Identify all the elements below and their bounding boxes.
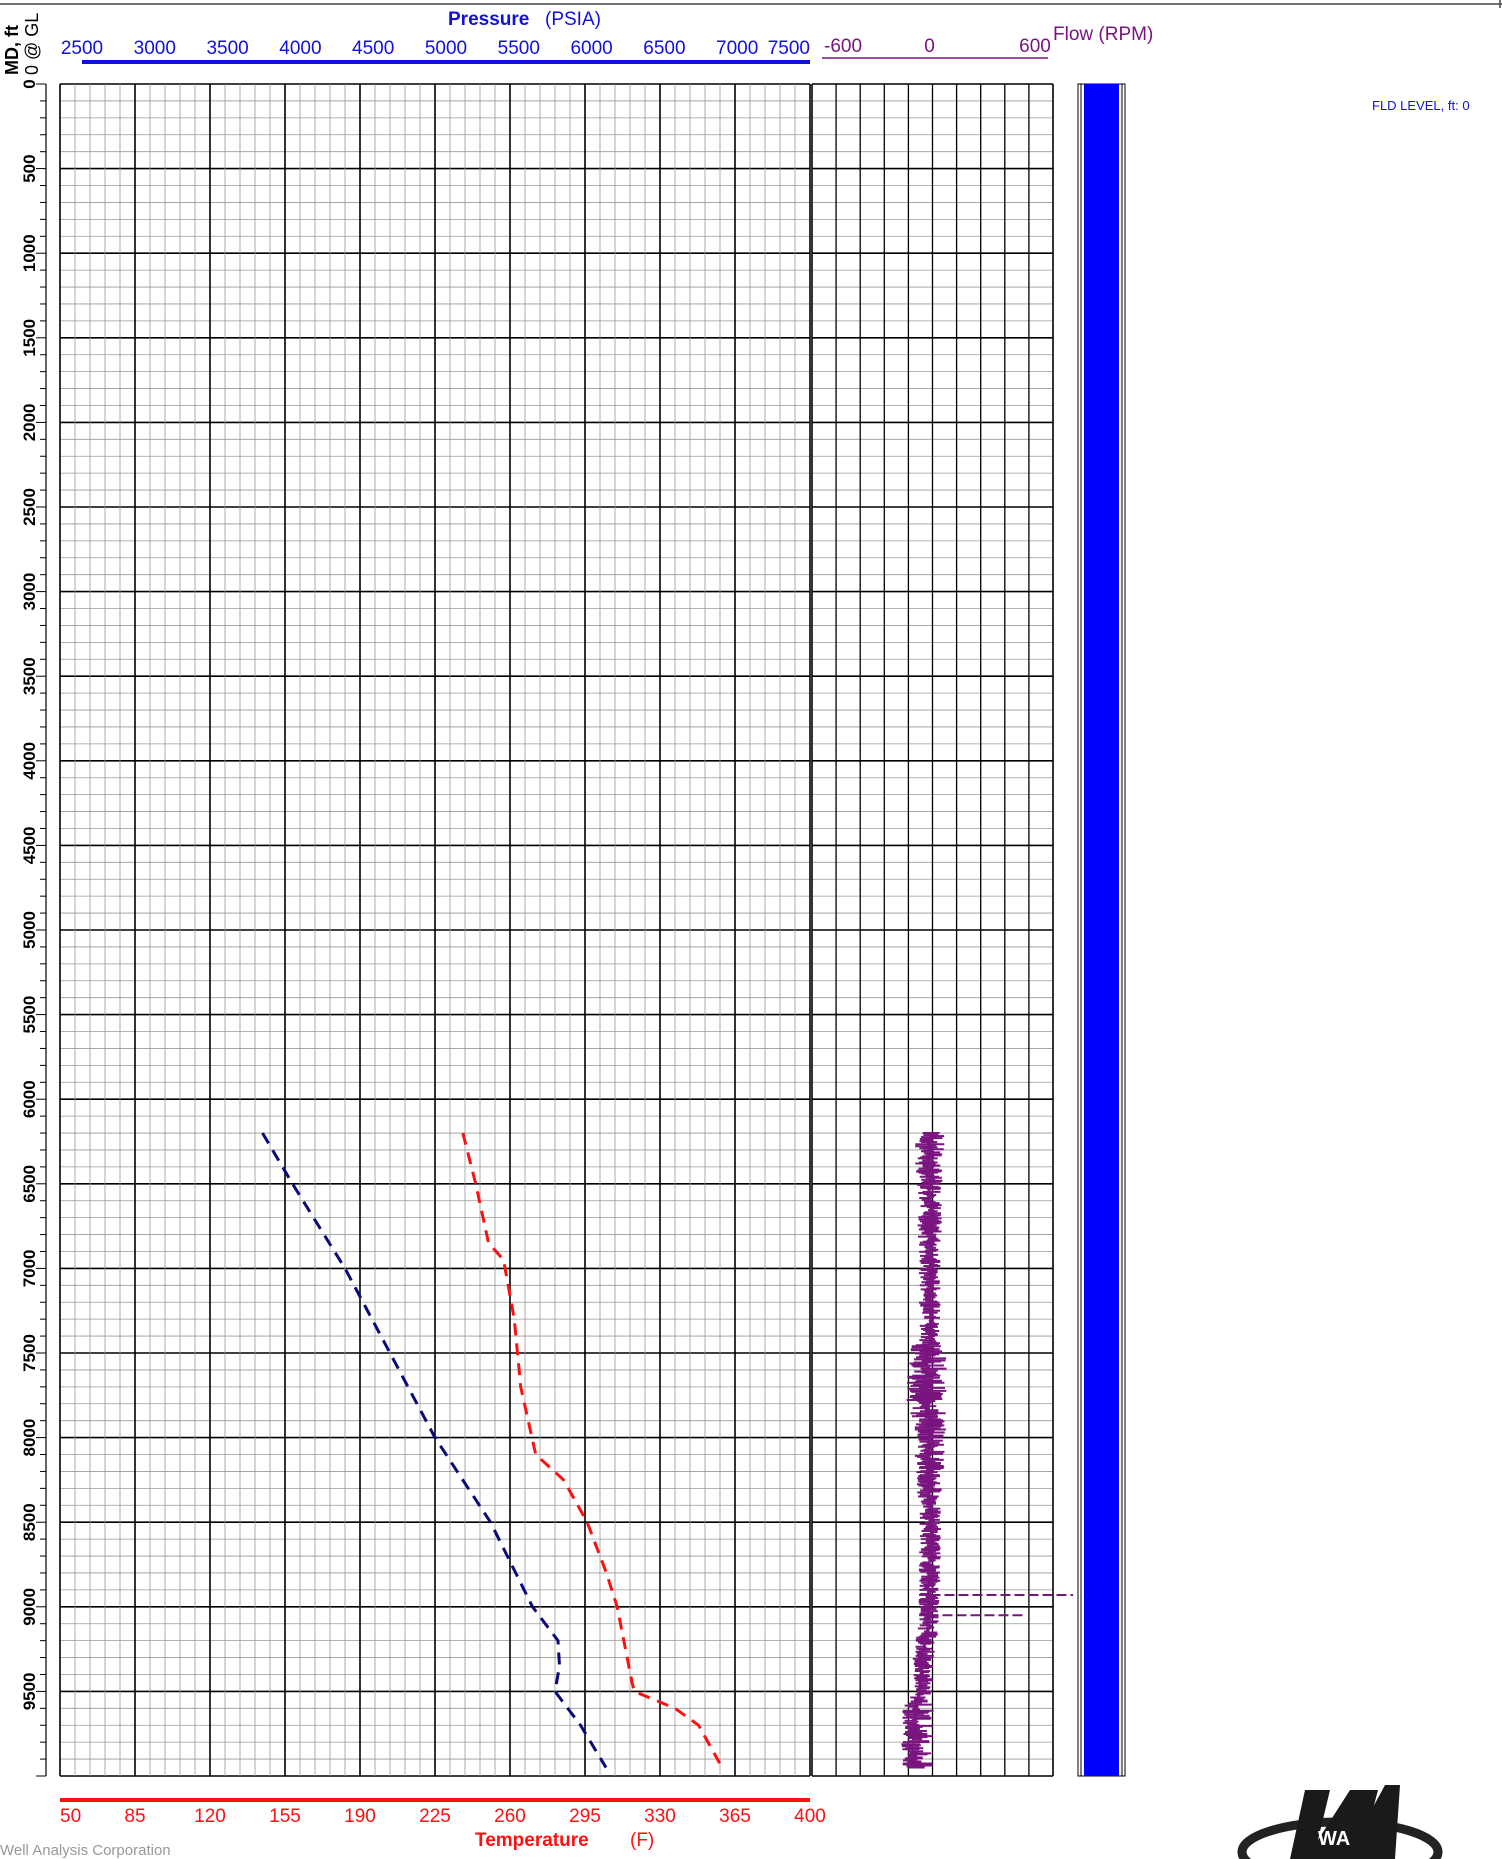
depth-tick-label: 7000 bbox=[20, 1249, 39, 1287]
company-logo: WA bbox=[1237, 1785, 1443, 1859]
depth-tick-label: 0 bbox=[20, 79, 39, 88]
footer-company: Well Analysis Corporation bbox=[0, 1842, 171, 1859]
flow-tick-label: 0 bbox=[924, 36, 935, 57]
temperature-tick-label: 225 bbox=[419, 1806, 451, 1827]
temperature-tick-label: 260 bbox=[494, 1806, 526, 1827]
flow-axis: -600 0 600 bbox=[822, 36, 1051, 59]
temperature-tick-label: 50 bbox=[60, 1806, 81, 1827]
depth-tick-label: 1000 bbox=[20, 234, 39, 272]
depth-tick-label: 8000 bbox=[20, 1419, 39, 1457]
depth-tick-label: 3500 bbox=[20, 657, 39, 695]
depth-tick-label: 9000 bbox=[20, 1588, 39, 1626]
depth-tick-label: 2500 bbox=[20, 488, 39, 526]
depth-tick-label: 500 bbox=[20, 154, 39, 182]
depth-axis-title: MD, ft bbox=[2, 25, 22, 75]
temperature-axis-title: Temperature bbox=[475, 1830, 589, 1851]
pressure-axis-unit: (PSIA) bbox=[545, 9, 601, 30]
pressure-tick-label: 5000 bbox=[425, 38, 467, 59]
depth-tick-label: 6500 bbox=[20, 1165, 39, 1203]
depth-axis: 0 500 1000 1500 2000 2500 3000 3500 4000 4500 5000… bbox=[20, 79, 47, 1777]
temperature-axis: 50 85 120 155 190 225 260 295 330 365 400 bbox=[60, 1798, 826, 1827]
temperature-tick-label: 120 bbox=[194, 1806, 226, 1827]
temperature-tick-label: 155 bbox=[269, 1806, 301, 1827]
depth-reference-label: 0 @ GL bbox=[22, 13, 42, 75]
logo-text: WA bbox=[1318, 1828, 1350, 1850]
flow-axis-title: Flow (RPM) bbox=[1053, 24, 1153, 45]
temperature-curve bbox=[461, 1132, 724, 1769]
pressure-tick-label: 4000 bbox=[279, 38, 321, 59]
pressure-tick-label: 2500 bbox=[61, 38, 103, 59]
series-layer bbox=[261, 1132, 1074, 1769]
depth-tick-label: 4500 bbox=[20, 826, 39, 864]
depth-tick-label: 5000 bbox=[20, 911, 39, 949]
pressure-tick-label: 3000 bbox=[134, 38, 176, 59]
pressure-tick-label: 3500 bbox=[206, 38, 248, 59]
pressure-tick-label: 6000 bbox=[570, 38, 612, 59]
depth-tick-label: 1500 bbox=[20, 319, 39, 357]
pressure-tick-label: 6500 bbox=[643, 38, 685, 59]
temperature-tick-label: 85 bbox=[124, 1806, 145, 1827]
pressure-curve bbox=[261, 1132, 608, 1769]
depth-tick-label: 4000 bbox=[20, 742, 39, 780]
temperature-tick-label: 400 bbox=[794, 1806, 826, 1827]
pressure-axis-title: Pressure bbox=[448, 9, 529, 30]
depth-tick-label: 3000 bbox=[20, 573, 39, 611]
temperature-tick-label: 365 bbox=[719, 1806, 751, 1827]
depth-tick-label: 8500 bbox=[20, 1503, 39, 1541]
depth-tick-label: 2000 bbox=[20, 403, 39, 441]
chart-frame bbox=[0, 0, 1502, 8]
fluid-level-label: FLD LEVEL, ft: 0 bbox=[1372, 98, 1470, 113]
depth-tick-label: 9500 bbox=[20, 1672, 39, 1710]
pressure-tick-label: 4500 bbox=[352, 38, 394, 59]
depth-tick-label: 7500 bbox=[20, 1334, 39, 1372]
pressure-temperature-track-grid bbox=[59, 83, 811, 1777]
pressure-tick-label: 7000 bbox=[716, 38, 758, 59]
pressure-axis: 2500 3000 3500 4000 4500 5000 5500 6000 6500 7000… bbox=[61, 38, 810, 64]
temperature-tick-label: 330 bbox=[644, 1806, 676, 1827]
flow-tick-label: -600 bbox=[824, 36, 862, 57]
temperature-tick-label: 190 bbox=[344, 1806, 376, 1827]
pressure-tick-label: 5500 bbox=[498, 38, 540, 59]
temperature-tick-label: 295 bbox=[569, 1806, 601, 1827]
flow-curve bbox=[901, 1132, 1074, 1769]
depth-tick-label: 6000 bbox=[20, 1080, 39, 1118]
fluid-column bbox=[1084, 84, 1119, 1776]
depth-tick-label: 5500 bbox=[20, 996, 39, 1034]
fluid-level-track bbox=[1077, 83, 1126, 1777]
pressure-tick-label: 7500 bbox=[768, 38, 810, 59]
flow-tick-label: 600 bbox=[1019, 36, 1051, 57]
temperature-axis-unit: (F) bbox=[630, 1830, 654, 1851]
